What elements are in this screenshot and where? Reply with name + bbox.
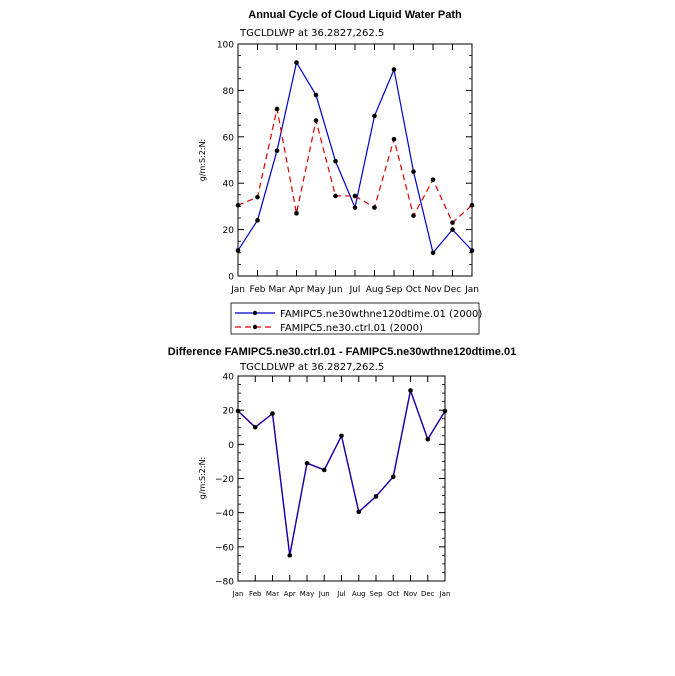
chart2-series-1-line bbox=[237, 388, 446, 556]
chart1-x-tick-label: Jun bbox=[327, 285, 342, 295]
chart1-series-2-point bbox=[450, 220, 455, 225]
chart2-series-1-point bbox=[287, 553, 293, 558]
chart2-series-1-point bbox=[373, 494, 379, 499]
chart1-y-tick-label: 60 bbox=[223, 133, 235, 143]
chart2-title: Difference FAMIPC5.ne30.ctrl.01 - FAMIPC… bbox=[168, 346, 516, 358]
chart1-series-2-point bbox=[274, 106, 280, 112]
chart2-series-1-point bbox=[442, 408, 448, 414]
chart1-series-1-point bbox=[235, 248, 241, 253]
chart2-subtitle: TGCLDLWP at 36.2827,262.5 bbox=[239, 362, 384, 373]
chart1-series-2-point bbox=[469, 202, 475, 208]
chart1-y-tick-label: 40 bbox=[223, 180, 235, 190]
annual-cycle-chart: Annual Cycle of Cloud Liquid Water Path … bbox=[198, 9, 479, 295]
chart2-series-1-point bbox=[425, 436, 431, 442]
chart2-x-tick-label: Oct bbox=[387, 590, 399, 598]
chart1-series-2-point bbox=[372, 205, 377, 210]
chart1-series-1-point bbox=[411, 169, 416, 174]
chart1-plot-frame bbox=[237, 43, 473, 277]
chart2-x-tick-label: Feb bbox=[249, 590, 262, 598]
chart1-series-2-point bbox=[333, 193, 338, 199]
chart1-x-tick-label: Feb bbox=[250, 285, 266, 295]
chart2-x-tick-label: Aug bbox=[352, 590, 366, 598]
chart2-x-tick-label: Apr bbox=[284, 590, 296, 598]
chart1-series-2-point bbox=[411, 213, 416, 218]
chart2-series-line-overlay bbox=[237, 387, 446, 556]
chart2-x-tick-label: May bbox=[300, 590, 314, 598]
chart1-series-2-point bbox=[294, 211, 299, 216]
chart1-series-1-point bbox=[313, 92, 319, 98]
chart2-y-axis-label: g/m:S:2:N: bbox=[198, 457, 207, 500]
legend-label-series2: FAMIPC5.ne30.ctrl.01 (2000) bbox=[280, 323, 423, 334]
chart1-series-2-point bbox=[313, 118, 319, 123]
legend-frame bbox=[230, 302, 480, 335]
chart1-series-2-point bbox=[352, 193, 358, 199]
chart2-y-tick-label: −80 bbox=[215, 578, 234, 588]
chart1-series-1-point bbox=[391, 67, 397, 72]
chart2-y-tick-label: 20 bbox=[223, 407, 235, 417]
chart1-x-tick-label: Jul bbox=[349, 285, 361, 295]
chart1-x-tick-label: Dec bbox=[444, 285, 461, 295]
chart1-series-1-point bbox=[430, 250, 436, 256]
chart2-x-tick-label: Sep bbox=[369, 590, 383, 598]
chart2-x-tick-label: Dec bbox=[421, 590, 435, 598]
legend-marker-series1 bbox=[252, 310, 258, 316]
chart1-series-1-point bbox=[372, 113, 377, 119]
chart1-x-tick-label: Jan bbox=[464, 285, 479, 295]
chart2-plot-frame bbox=[237, 375, 446, 582]
chart2-y-tick-label: 40 bbox=[223, 373, 235, 383]
chart1-y-tick-label: 80 bbox=[223, 87, 235, 97]
chart1-title: Annual Cycle of Cloud Liquid Water Path bbox=[248, 9, 462, 21]
legend: FAMIPC5.ne30wthne120dtime.01 (2000) FAMI… bbox=[230, 302, 482, 335]
chart1-series-1-point bbox=[255, 218, 260, 223]
legend-label-series1: FAMIPC5.ne30wthne120dtime.01 (2000) bbox=[280, 309, 482, 320]
chart2-y-tick-label: 0 bbox=[228, 441, 234, 451]
chart2-x-tick-label: Nov bbox=[404, 590, 418, 598]
chart1-series-1-point bbox=[450, 227, 455, 232]
chart1-series-1-point bbox=[333, 158, 338, 164]
chart2-y-tick-label: −60 bbox=[215, 543, 234, 553]
chart1-series-1-point bbox=[352, 205, 358, 210]
chart2-x-tick-label: Jan bbox=[439, 590, 451, 598]
chart2-series-1-point bbox=[304, 460, 310, 466]
chart2-x-tick-label: Mar bbox=[266, 590, 279, 598]
chart1-y-tick-label: 0 bbox=[228, 273, 234, 283]
chart1-x-tick-label: Jan bbox=[230, 285, 245, 295]
chart2-x-tick-label: Jun bbox=[318, 590, 330, 598]
chart1-x-tick-label: Nov bbox=[424, 285, 442, 295]
chart2-x-tick-label: Jan bbox=[232, 590, 244, 598]
chart1-x-tick-label: Oct bbox=[406, 285, 422, 295]
chart2-y-tick-label: −20 bbox=[215, 475, 234, 485]
chart1-x-tick-label: Mar bbox=[269, 285, 286, 295]
chart1-x-tick-label: Aug bbox=[366, 285, 384, 295]
chart1-series-2-point bbox=[391, 136, 397, 142]
chart2-series-1-point bbox=[252, 424, 258, 430]
chart2-series-1-point bbox=[321, 467, 327, 473]
chart1-series-2-point bbox=[430, 177, 436, 183]
chart1-x-tick-label: Sep bbox=[386, 285, 403, 295]
chart1-series-2-point bbox=[255, 194, 260, 200]
chart1-y-tick-label: 20 bbox=[223, 226, 235, 236]
difference-chart: Difference FAMIPC5.ne30.ctrl.01 - FAMIPC… bbox=[168, 346, 516, 598]
chart1-x-tick-label: Apr bbox=[289, 285, 305, 295]
chart2-series-1-point bbox=[408, 388, 413, 393]
chart2-y-tick-label: −40 bbox=[215, 509, 234, 519]
chart2-series-1-point bbox=[356, 509, 362, 515]
chart2-series-1-point bbox=[270, 411, 275, 416]
chart1-x-tick-label: May bbox=[307, 285, 326, 295]
chart1-subtitle: TGCLDLWP at 36.2827,262.5 bbox=[239, 28, 384, 39]
legend-marker-series2 bbox=[252, 324, 258, 330]
chart1-series-1-line bbox=[237, 60, 473, 255]
chart2-x-tick-label: Jul bbox=[336, 590, 346, 598]
chart2-series-1-point bbox=[339, 433, 344, 439]
chart1-y-axis-label: g/m:S:2:N: bbox=[198, 139, 207, 182]
chart1-y-tick-label: 100 bbox=[217, 41, 234, 51]
chart1-series-1-point bbox=[294, 60, 299, 65]
chart2-series-1-point bbox=[235, 408, 241, 414]
chart2-series-1-point bbox=[390, 474, 396, 480]
chart1-series-2-point bbox=[235, 202, 241, 208]
chart1-series-1-point bbox=[274, 148, 280, 154]
chart1-series-1-point bbox=[469, 248, 475, 253]
